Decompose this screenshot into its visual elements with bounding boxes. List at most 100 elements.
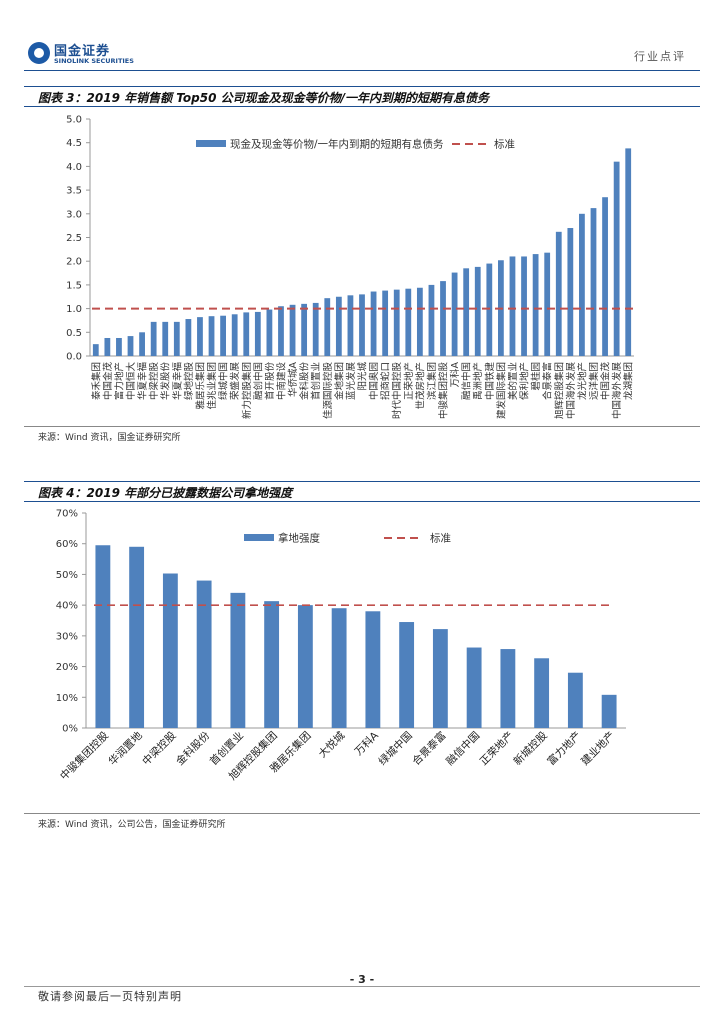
logo-text-cn: 国金证券 [54, 44, 111, 59]
c1-xtick-label: 首开股份 [264, 362, 276, 401]
c1-xtick-label: 保利地产 [519, 362, 531, 400]
c1-bar [416, 287, 423, 356]
c2-ytick-label: 30% [56, 631, 78, 642]
c2-ytick-label: 70% [56, 509, 78, 520]
c1-legend-label-bar: 现金及现金等价物/一年内到期的短期有息债务 [230, 138, 444, 151]
figure4-chart: 0% 10% 20% 30% 40% 50% 60% 70% 中骏集团控股华润置地中梁控股金科股… [56, 509, 626, 783]
c1-xtick-label: 中国奥园 [368, 362, 380, 400]
c2-xtick-label: 正荣地产 [477, 729, 516, 768]
c1-bar [150, 321, 157, 356]
c2-xtick-label: 华润置地 [106, 729, 145, 768]
header-rule [24, 70, 700, 71]
c2-bar [196, 580, 212, 728]
figure4-title: 图表 4：2019 年部分已披露数据公司拿地强度 [38, 486, 293, 500]
c1-bar [428, 284, 435, 356]
c2-bar [365, 611, 381, 728]
c2-xtick-label: 中梁控股 [140, 729, 179, 768]
c1-bar [521, 256, 527, 356]
figure3-source: 来源：Wind 资讯，国金证券研究所 [38, 433, 181, 443]
figure4-top-rule [24, 481, 700, 482]
c2-legend-swatch-bar [244, 534, 274, 541]
c1-bar [451, 272, 458, 356]
c1-bar [555, 231, 562, 356]
c2-legend-label-bar: 拿地强度 [278, 532, 320, 545]
c1-xtick-label: 旭辉控股集团 [553, 362, 565, 419]
figure4-bottom-rule [24, 813, 700, 814]
c1-bar [173, 321, 180, 356]
c1-bar [567, 228, 574, 356]
c1-bar [532, 254, 539, 356]
figure4-title-rule [24, 501, 700, 502]
c1-xtick-label: 融创中国 [252, 362, 264, 400]
c2-bar [500, 649, 516, 728]
c1-bar [474, 266, 481, 356]
c1-ytick-label: 0.5 [66, 328, 82, 339]
c2-xtick-label: 绿城中国 [376, 729, 415, 768]
c1-xtick-label: 华发股份 [160, 362, 172, 401]
c1-xtick-label: 蓝光发展 [345, 362, 357, 401]
c1-xtick-label: 绿城中国 [218, 362, 230, 400]
c1-xtick-label: 中骏集团控股 [438, 362, 450, 420]
company-logo: 国金证券 SINOLINK SECURITIES [28, 40, 134, 66]
c1-xtick-label: 龙光地产 [576, 362, 588, 400]
c2-xtick-label: 大悦城 [316, 729, 348, 761]
c1-xtick-label: 华夏幸福 [171, 362, 183, 400]
c1-xtick-label: 龙湖集团 [623, 362, 635, 400]
figure3-title-rule [24, 106, 700, 107]
c1-xtick-label: 佳源国际控股 [322, 362, 334, 420]
c1-bar [231, 314, 238, 356]
c1-bar [254, 311, 261, 356]
c1-xtick-label: 荣盛发展 [229, 362, 241, 401]
c1-xtick-label: 富力地产 [113, 362, 125, 400]
c1-bar [104, 337, 111, 356]
c2-bar [297, 605, 313, 728]
c1-bar [266, 309, 273, 356]
c2-bar [432, 629, 448, 728]
c2-bar [331, 608, 347, 728]
c1-bar [92, 344, 99, 356]
figure3-bottom-rule [24, 426, 700, 427]
c1-bar [127, 336, 134, 356]
footer-note: 敬请参阅最后一页特别声明 [38, 990, 182, 1003]
figure3-top-rule [24, 86, 700, 87]
c1-bar [579, 213, 585, 356]
c1-xtick-label: 中国恒大 [125, 362, 137, 401]
c1-xtick-label: 金地集团 [333, 362, 345, 400]
c2-bar [601, 694, 617, 728]
c2-ytick-label: 50% [56, 570, 78, 581]
c1-bar [301, 303, 308, 356]
c1-ytick-label: 4.0 [66, 162, 82, 173]
c1-xtick-label: 融信中国 [461, 362, 473, 400]
c1-bar [405, 288, 412, 356]
c2-bar [264, 601, 280, 728]
c2-xtick-label: 建业地产 [578, 729, 617, 768]
c2-bar [567, 672, 583, 728]
c1-bar [162, 321, 169, 356]
c1-bar [312, 302, 319, 356]
c1-xtick-label: 首创置业 [310, 362, 322, 400]
c1-xtick-label: 正荣地产 [403, 362, 415, 400]
c1-xtick-label: 中梁控股 [148, 362, 160, 401]
c2-ytick-label: 0% [62, 724, 78, 735]
c1-xtick-label: 绿地控股 [183, 362, 195, 401]
c1-xtick-label: 金科股份 [299, 362, 311, 401]
c1-bar [324, 298, 331, 356]
c1-xtick-label: 美的置业 [507, 362, 519, 400]
c1-xtick-label: 佳兆业集团 [206, 362, 218, 410]
c1-bar [602, 197, 608, 356]
c1-bar [139, 332, 145, 356]
c1-xtick-label: 禹洲地产 [472, 362, 484, 400]
c2-bar [95, 545, 111, 728]
c1-bar [347, 295, 354, 356]
c2-ytick-label: 20% [56, 662, 78, 673]
c1-xtick-label: 中南建设 [275, 362, 287, 401]
c1-legend-label-benchmark: 标准 [494, 139, 515, 151]
c1-bar [370, 291, 377, 356]
c2-xtick-label: 融信中国 [443, 729, 482, 768]
c1-xtick-label: 滨江集团 [426, 362, 438, 400]
c1-ytick-label: 1.5 [66, 280, 82, 291]
c2-bar [129, 546, 145, 728]
c1-ytick-label: 5.0 [66, 115, 82, 126]
figure4-source: 来源：Wind 资讯，公司公告，国金证券研究所 [38, 820, 226, 830]
